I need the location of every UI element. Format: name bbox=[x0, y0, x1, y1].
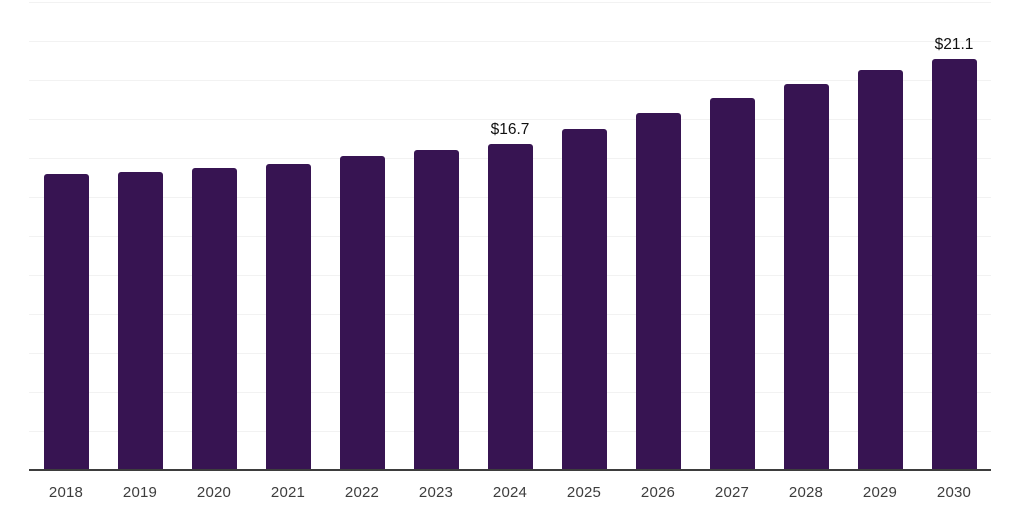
x-tick-label-2025: 2025 bbox=[566, 484, 602, 501]
x-tick-label-2026: 2026 bbox=[640, 484, 676, 501]
bar-2019[interactable] bbox=[117, 171, 163, 470]
x-tick-label-2020: 2020 bbox=[196, 484, 232, 501]
bar-2029[interactable] bbox=[857, 70, 903, 470]
bar-2021[interactable] bbox=[265, 163, 311, 470]
x-tick-label-2024: 2024 bbox=[492, 484, 528, 501]
x-tick-label-2027: 2027 bbox=[714, 484, 750, 501]
data-label-2030: $21.1 bbox=[934, 35, 974, 53]
bar-2026[interactable] bbox=[635, 113, 681, 470]
gridline-22 bbox=[29, 41, 991, 42]
bar-2025[interactable] bbox=[561, 128, 607, 470]
x-tick-label-2018: 2018 bbox=[48, 484, 84, 501]
bar-2018[interactable] bbox=[43, 173, 89, 470]
bar-2030[interactable] bbox=[931, 58, 977, 470]
x-axis-line bbox=[29, 469, 991, 471]
data-label-2024: $16.7 bbox=[490, 121, 530, 139]
x-tick-label-2022: 2022 bbox=[344, 484, 380, 501]
gridline-18 bbox=[29, 119, 991, 120]
gridline-24 bbox=[29, 2, 991, 3]
bar-2027[interactable] bbox=[709, 97, 755, 470]
x-tick-label-2030: 2030 bbox=[936, 484, 972, 501]
bar-2020[interactable] bbox=[191, 167, 237, 470]
x-tick-label-2028: 2028 bbox=[788, 484, 824, 501]
bar-2028[interactable] bbox=[783, 83, 829, 470]
bar-2022[interactable] bbox=[339, 156, 385, 470]
x-tick-label-2021: 2021 bbox=[270, 484, 306, 501]
x-tick-label-2019: 2019 bbox=[122, 484, 158, 501]
x-tick-label-2029: 2029 bbox=[862, 484, 898, 501]
x-tick-label-2023: 2023 bbox=[418, 484, 454, 501]
gridline-20 bbox=[29, 80, 991, 81]
bar-2024[interactable] bbox=[487, 144, 533, 470]
bar-2023[interactable] bbox=[413, 150, 459, 470]
